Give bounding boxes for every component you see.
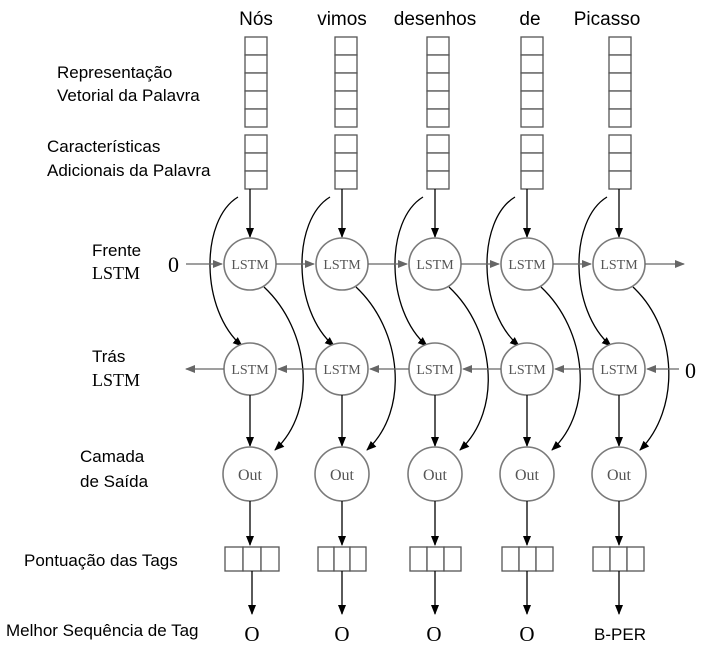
word-vector-1	[244, 36, 268, 128]
word-3: desenhos	[394, 9, 476, 30]
label-backward-line2: LSTM	[92, 370, 140, 390]
column-4: de LSTM LSTM Out O	[486, 9, 581, 646]
input-to-backward-arrow-3	[394, 196, 428, 347]
word-vector-3	[426, 36, 450, 128]
backward-lstm-label-2: LSTM	[323, 363, 361, 378]
word-4: de	[519, 9, 540, 30]
input-to-backward-arrow-1	[209, 196, 243, 347]
extra-features-2	[334, 134, 358, 190]
extra-features-4	[520, 134, 544, 190]
forward-lstm-label-5: LSTM	[600, 258, 638, 273]
column-3: desenhos LSTM LSTM Out O	[394, 9, 489, 646]
tag-4: O	[519, 622, 534, 646]
word-vector-5	[608, 36, 632, 128]
label-best-sequence: Melhor Sequência de Tag	[6, 621, 199, 640]
output-label-2: Out	[330, 467, 355, 484]
forward-lstm-label-4: LSTM	[508, 258, 546, 273]
output-label-1: Out	[238, 467, 263, 484]
label-output-line2: de Saída	[80, 472, 149, 491]
backward-lstm-label-5: LSTM	[600, 363, 638, 378]
column-1: Nós LSTM LSTM Out O	[209, 9, 304, 646]
column-5: Picasso LSTM LSTM Out B-PER	[574, 9, 670, 644]
tag-scores-4	[501, 546, 554, 572]
forward-lstm-label-1: LSTM	[231, 258, 269, 273]
word-5: Picasso	[574, 9, 641, 30]
tag-5: B-PER	[594, 625, 646, 644]
label-forward-line2: LSTM	[92, 263, 140, 283]
tag-scores-1	[224, 546, 280, 572]
input-to-backward-arrow-5	[578, 196, 612, 347]
input-to-backward-arrow-4	[486, 196, 520, 347]
word-1: Nós	[239, 9, 273, 30]
label-forward-line1: Frente	[92, 241, 141, 260]
label-word-vector-line1: Representação	[57, 63, 172, 82]
forward-initial-state: 0	[168, 252, 179, 277]
tag-scores-3	[409, 546, 462, 572]
extra-features-3	[426, 134, 450, 190]
backward-lstm-label-3: LSTM	[416, 363, 454, 378]
tag-3: O	[426, 622, 441, 646]
extra-features-5	[608, 134, 632, 190]
label-extra-features-line1: Características	[47, 137, 160, 156]
backward-lstm-label-1: LSTM	[231, 363, 269, 378]
backward-lstm-label-4: LSTM	[508, 363, 546, 378]
word-vector-4	[520, 36, 544, 128]
label-output-line1: Camada	[80, 447, 145, 466]
input-to-backward-arrow-2	[301, 196, 335, 347]
tag-scores-5	[592, 546, 645, 572]
output-label-5: Out	[607, 467, 632, 484]
tag-scores-2	[317, 546, 367, 572]
word-vector-2	[334, 36, 358, 128]
extra-features-1	[244, 134, 268, 190]
forward-lstm-label-2: LSTM	[323, 258, 361, 273]
word-2: vimos	[317, 9, 367, 30]
column-2: vimos LSTM LSTM Out O	[301, 9, 396, 646]
output-label-4: Out	[515, 467, 540, 484]
tag-1: O	[244, 622, 259, 646]
forward-lstm-label-3: LSTM	[416, 258, 454, 273]
label-extra-features-line2: Adicionais da Palavra	[47, 161, 211, 180]
backward-initial-state: 0	[685, 358, 696, 383]
label-word-vector-line2: Vetorial da Palavra	[57, 86, 200, 105]
tag-2: O	[334, 622, 349, 646]
label-backward-line1: Trás	[92, 347, 125, 366]
output-label-3: Out	[423, 467, 448, 484]
label-tag-scores: Pontuação das Tags	[24, 551, 178, 570]
